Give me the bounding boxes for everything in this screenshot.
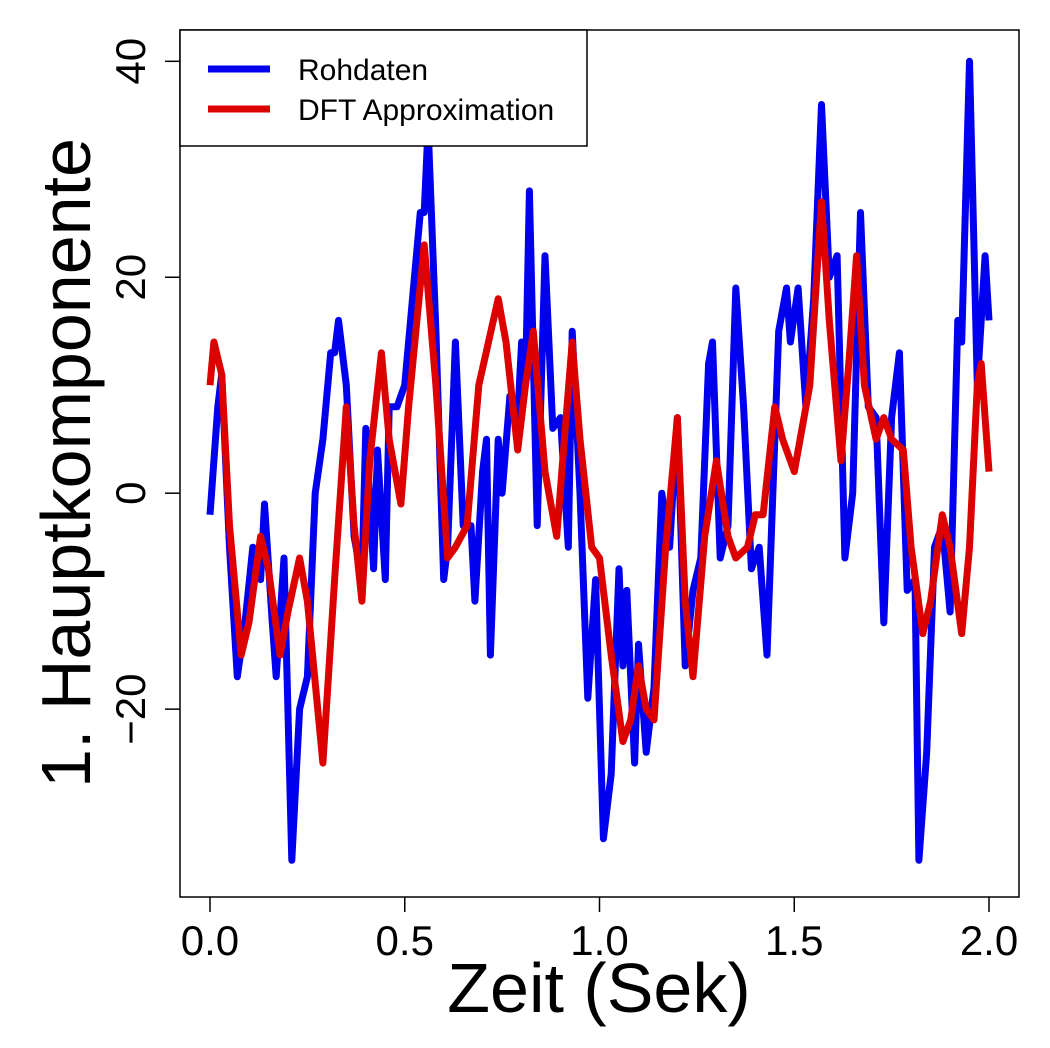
line-series — [206, 57, 993, 864]
y-axis-title: 1. Hauptkomponente — [27, 138, 105, 788]
line-series — [206, 198, 993, 767]
y-tick-label: 40 — [107, 38, 154, 85]
legend-label: Rohdaten — [298, 54, 428, 87]
x-tick-label: 2.0 — [960, 917, 1018, 964]
legend-box — [179, 29, 588, 147]
legend-label: DFT Approximation — [298, 94, 554, 127]
y-tick-label: −20 — [107, 674, 154, 745]
plot-frame — [179, 29, 1020, 898]
x-axis-title: Zeit (Sek) — [447, 949, 750, 1027]
x-tick-label: 0.0 — [181, 917, 239, 964]
x-tick-label: 0.5 — [376, 917, 434, 964]
y-tick-label: 20 — [107, 254, 154, 301]
x-tick-label: 1.0 — [570, 917, 628, 964]
y-tick-label: 0 — [107, 482, 154, 505]
x-tick-label: 1.5 — [765, 917, 823, 964]
